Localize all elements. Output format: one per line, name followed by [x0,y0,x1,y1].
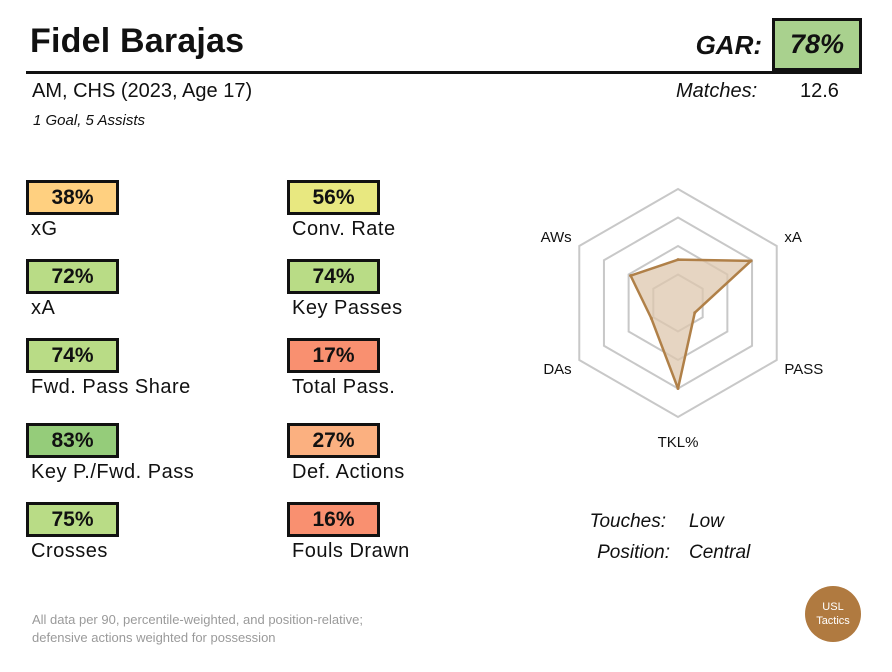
gar-label: GAR: [695,30,762,60]
footnote: All data per 90, percentile-weighted, an… [32,611,462,647]
radar-axis-label-xa: xA [784,229,802,246]
metric-label: Key Passes [292,297,403,319]
metric-percentile-box: 38% [26,180,119,215]
player-subtitle: AM, CHS (2023, Age 17) [32,80,253,102]
metric-percentile-box: 56% [287,180,380,215]
metric-fwd-pass-share: 74% Fwd. Pass Share [26,338,266,410]
metric-label: xG [31,218,58,240]
player-summary: 1 Goal, 5 Assists [33,112,145,129]
metric-key-passes: 74% Key Passes [287,259,527,331]
touches-label: Touches: [589,511,666,532]
radar-axis-label-xg: xG [668,170,687,173]
metric-percentile-box: 83% [26,423,119,458]
metric-label: Key P./Fwd. Pass [31,461,195,483]
radar-point-tkl [676,387,680,390]
metric-percentile-box: 74% [26,338,119,373]
metric-crosses: 75% Crosses [26,502,266,574]
metric-percentile-box: 27% [287,423,380,458]
metric-label: xA [31,297,56,319]
touches-value: Low [689,511,724,532]
metric-label: Fouls Drawn [292,540,410,562]
logo-line-1: USL [822,601,844,613]
metric-def-actions: 27% Def. Actions [287,423,527,495]
radar-series-polygon [629,258,753,390]
metric-label: Crosses [31,540,108,562]
metric-label: Def. Actions [292,461,405,483]
metric-percentile-box: 16% [287,502,380,537]
radar-point-xg [676,258,680,262]
radar-axis-label-tkl: TKL% [658,434,699,451]
position-value: Central [689,542,751,563]
gar-value-badge: 78% [772,18,862,71]
radar-chart: xG xA PASS TKL% DAs AWs [541,170,824,451]
radar-point-das [649,316,653,320]
radar-axis-label-pass: PASS [784,361,823,378]
metric-percentile-box: 17% [287,338,380,373]
metric-percentile-box: 74% [287,259,380,294]
radar-point-pass [693,311,697,315]
radar-axis-label-aws: AWs [541,229,572,246]
metric-percentile-box: 75% [26,502,119,537]
usl-tactics-logo: USL Tactics [805,586,861,642]
metric-label: Total Pass. [292,376,396,398]
metric-conv-rate: 56% Conv. Rate [287,180,527,252]
matches-value: 12.6 [800,80,839,102]
player-name: Fidel Barajas [30,22,245,60]
header-divider [26,71,862,74]
metric-xa: 72% xA [26,259,266,331]
metric-label: Conv. Rate [292,218,396,240]
metric-key-p-fwd-pass: 83% Key P./Fwd. Pass [26,423,266,495]
position-label: Position: [597,542,670,563]
matches-label: Matches: [676,80,758,102]
radar-point-aws [629,274,633,278]
metric-percentile-box: 72% [26,259,119,294]
footnote-line-2: defensive actions weighted for possessio… [32,630,276,645]
footnote-line-1: All data per 90, percentile-weighted, an… [32,612,363,627]
radar-grid-ring [578,187,778,419]
metric-xg: 38% xG [26,180,266,252]
logo-line-2: Tactics [816,615,850,627]
radar-axis-label-das: DAs [543,361,571,378]
metric-fouls-drawn: 16% Fouls Drawn [287,502,527,574]
metric-label: Fwd. Pass Share [31,376,191,398]
metric-total-pass: 17% Total Pass. [287,338,527,410]
radar-point-xa [749,259,753,263]
